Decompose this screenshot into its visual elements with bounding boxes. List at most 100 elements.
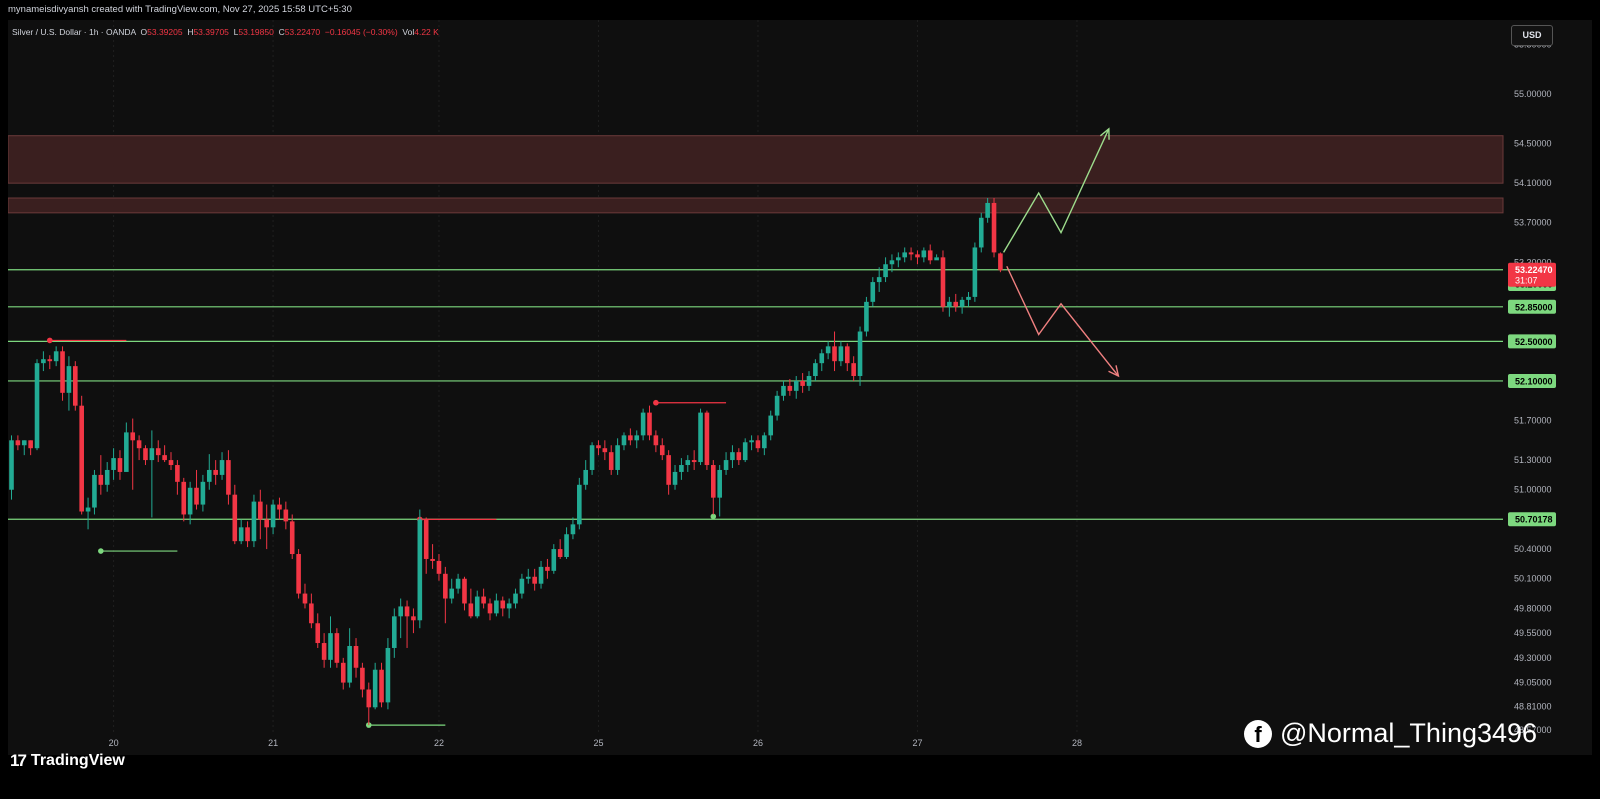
candle bbox=[513, 588, 518, 609]
candle bbox=[596, 440, 601, 456]
candle-body bbox=[966, 296, 971, 300]
candle bbox=[800, 373, 805, 393]
candle bbox=[124, 422, 129, 472]
candle bbox=[698, 408, 703, 466]
level-price-tag: 52.85000 bbox=[1515, 302, 1553, 312]
candle bbox=[334, 628, 340, 668]
candle bbox=[149, 430, 155, 518]
candle-body bbox=[602, 448, 608, 453]
candle bbox=[353, 638, 359, 678]
tradingview-logo[interactable]: 17 TradingView bbox=[10, 751, 125, 771]
candle-body bbox=[545, 566, 550, 571]
candle bbox=[270, 499, 276, 535]
candle-body bbox=[251, 501, 257, 542]
candle-body bbox=[947, 301, 952, 307]
candle bbox=[921, 247, 927, 263]
x-tick-label: 21 bbox=[268, 738, 278, 748]
candle-body bbox=[481, 596, 486, 604]
level-price-tag-bg bbox=[1508, 512, 1556, 527]
y-tick-label: 51.30000 bbox=[1514, 455, 1552, 465]
candle-body bbox=[978, 217, 984, 248]
last-price-tag: 53.22470 bbox=[1515, 265, 1553, 275]
candle-body bbox=[245, 527, 250, 542]
bearish-projection-path bbox=[1006, 265, 1119, 377]
candle bbox=[525, 568, 531, 584]
candle bbox=[602, 440, 608, 461]
candle-body bbox=[117, 458, 123, 472]
candle bbox=[9, 435, 14, 500]
candle-body bbox=[15, 440, 21, 446]
candle bbox=[21, 440, 27, 456]
candle bbox=[251, 494, 257, 548]
close-value: 53.22470 bbox=[284, 27, 321, 37]
candle-body bbox=[315, 623, 321, 644]
candle-body bbox=[793, 380, 799, 391]
low-label: L bbox=[233, 27, 239, 37]
candle-body bbox=[819, 353, 825, 364]
candle bbox=[296, 549, 301, 599]
candle-body bbox=[513, 593, 518, 604]
candle bbox=[258, 489, 263, 540]
candle-body bbox=[825, 346, 831, 354]
candle-body bbox=[908, 252, 914, 255]
candle bbox=[181, 477, 187, 522]
candle bbox=[47, 355, 53, 370]
candle bbox=[277, 497, 282, 520]
x-tick-label: 27 bbox=[912, 738, 922, 748]
candle bbox=[111, 448, 116, 480]
candle-body bbox=[194, 487, 199, 505]
candle-body bbox=[519, 578, 525, 594]
candle-body bbox=[455, 578, 461, 589]
candle bbox=[283, 501, 289, 530]
y-tick-label: 53.30000 bbox=[1514, 257, 1552, 267]
candle bbox=[347, 628, 352, 688]
currency-button[interactable]: USD bbox=[1511, 25, 1553, 46]
candle-body bbox=[309, 603, 314, 624]
y-tick-label: 51.70000 bbox=[1514, 416, 1552, 426]
candle-body bbox=[577, 484, 582, 525]
candle bbox=[92, 469, 97, 515]
level-price-tag-bg bbox=[1508, 299, 1556, 314]
candle bbox=[360, 662, 365, 698]
candle bbox=[372, 662, 378, 710]
y-tick-label: 54.50000 bbox=[1514, 139, 1552, 149]
candle bbox=[589, 442, 595, 475]
candle bbox=[864, 296, 869, 337]
candle bbox=[532, 568, 537, 591]
price-chart[interactable]: 55.5000055.0000054.5000054.1000053.70000… bbox=[8, 20, 1592, 755]
candle-body bbox=[570, 524, 576, 535]
y-tick-label: 49.05000 bbox=[1514, 678, 1552, 688]
candle-body bbox=[736, 452, 742, 461]
candle bbox=[570, 517, 576, 540]
candle bbox=[564, 527, 569, 559]
candle-body bbox=[53, 351, 59, 362]
candle bbox=[213, 460, 218, 485]
level-price-tag: 52.10000 bbox=[1515, 376, 1553, 386]
candle-body bbox=[47, 359, 53, 362]
candle-body bbox=[92, 474, 97, 508]
candle bbox=[449, 578, 455, 604]
candle bbox=[219, 452, 225, 480]
candle-body bbox=[340, 662, 346, 683]
candle bbox=[200, 474, 206, 512]
candle bbox=[998, 252, 1003, 273]
candle-body bbox=[206, 469, 212, 482]
candle-body bbox=[902, 252, 907, 258]
chart-frame[interactable]: 55.5000055.0000054.5000054.1000053.70000… bbox=[8, 20, 1592, 755]
candle bbox=[978, 212, 984, 253]
candle bbox=[519, 573, 525, 599]
candle bbox=[309, 593, 314, 629]
candle-body bbox=[277, 504, 282, 510]
candle bbox=[194, 469, 199, 510]
y-tick-label: 55.00000 bbox=[1514, 89, 1552, 99]
candle bbox=[947, 296, 952, 317]
swing-high-dot bbox=[653, 399, 659, 406]
candle bbox=[915, 250, 920, 265]
candle bbox=[959, 296, 965, 314]
x-tick-label: 20 bbox=[109, 738, 119, 748]
candle-body bbox=[85, 507, 91, 512]
candle bbox=[889, 254, 895, 273]
candle-body bbox=[404, 606, 410, 617]
candle bbox=[838, 341, 844, 367]
symbol-label[interactable]: Silver / U.S. Dollar · 1h · OANDA bbox=[12, 27, 136, 37]
